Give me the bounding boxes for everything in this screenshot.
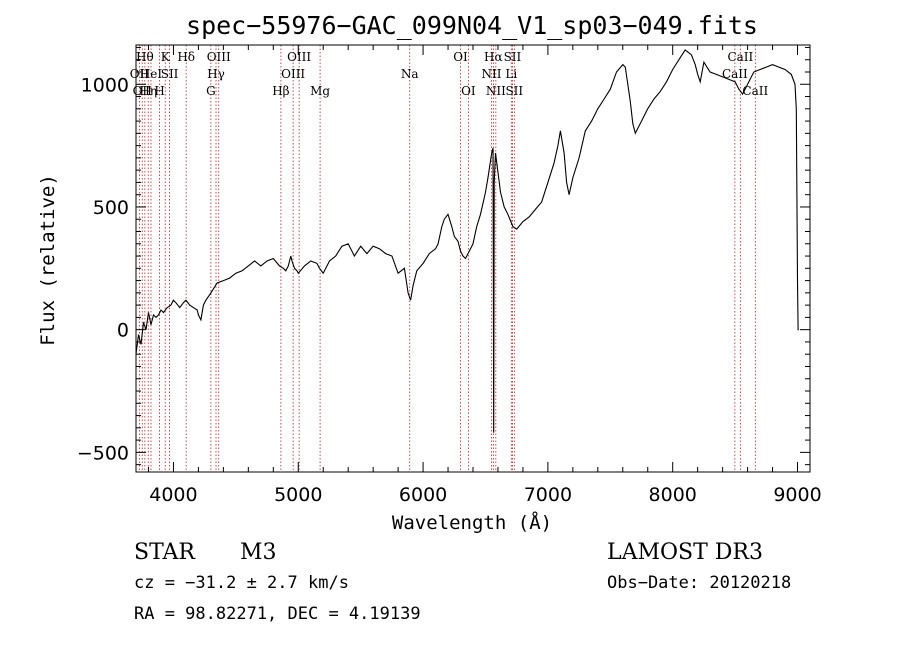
marker-label: Hη bbox=[139, 84, 157, 98]
marker-label: G bbox=[206, 84, 216, 98]
plot-frame bbox=[135, 44, 811, 473]
y-axis: −500 0 500 1000 bbox=[77, 46, 810, 466]
obs-date: Obs−Date: 20120218 bbox=[607, 573, 791, 593]
marker-label: Hθ bbox=[136, 50, 154, 64]
info-panel: STAR M3 LAMOST DR3 cz = −31.2 ± 2.7 km/s… bbox=[134, 540, 791, 624]
marker-label: SII bbox=[505, 84, 523, 98]
marker-label: SII bbox=[161, 67, 179, 81]
x-tick-label: 4000 bbox=[149, 484, 197, 506]
redshift-text: cz = −31.2 ± 2.7 km/s bbox=[134, 573, 349, 593]
marker-label: K bbox=[161, 50, 171, 64]
chart-title: spec−55976−GAC_099N04_V1_sp03−049.fits bbox=[186, 11, 758, 40]
spectrum-line bbox=[135, 49, 799, 433]
y-tick-label: −500 bbox=[77, 442, 129, 464]
marker-label: NII bbox=[486, 84, 506, 98]
x-axis: 4000 5000 6000 7000 8000 9000 bbox=[147, 45, 822, 506]
emission-line-markers bbox=[138, 45, 756, 472]
marker-label: SII bbox=[504, 50, 522, 64]
y-tick-label: 0 bbox=[117, 320, 129, 342]
emission-line-labels: OII OII Hθ Hη HeI H K SII Hδ G Hγ OIII Hβ OIII OIII Mg N… bbox=[130, 50, 769, 98]
marker-label: OII bbox=[133, 84, 153, 98]
marker-label: OIII bbox=[287, 50, 311, 64]
y-tick-label: 500 bbox=[93, 197, 129, 219]
object-subclass: M3 bbox=[240, 540, 277, 565]
x-axis-label: Wavelength (Å) bbox=[392, 511, 552, 534]
x-tick-label: 6000 bbox=[399, 484, 447, 506]
marker-label: Mg bbox=[310, 84, 330, 98]
marker-label: Hβ bbox=[272, 84, 289, 98]
coordinates: RA = 98.82271, DEC = 4.19139 bbox=[134, 604, 421, 624]
marker-label: CaII bbox=[742, 84, 768, 98]
marker-label: Hδ bbox=[177, 50, 195, 64]
marker-label: Li bbox=[505, 67, 517, 81]
survey-name: LAMOST DR3 bbox=[607, 540, 763, 565]
marker-label: Hγ bbox=[207, 67, 225, 81]
marker-label: CaII bbox=[727, 50, 753, 64]
marker-label: OII bbox=[130, 67, 150, 81]
x-tick-label: 5000 bbox=[274, 484, 322, 506]
marker-label: Hα bbox=[484, 50, 503, 64]
x-tick-label: 8000 bbox=[649, 484, 697, 506]
marker-label: HeI bbox=[140, 67, 163, 81]
marker-label: CaII bbox=[722, 67, 748, 81]
marker-label: OIII bbox=[207, 50, 231, 64]
y-axis-label: Flux (relative) bbox=[37, 174, 59, 346]
object-class: STAR bbox=[134, 540, 196, 565]
y-tick-label: 1000 bbox=[81, 74, 129, 96]
marker-label: OI bbox=[453, 50, 468, 64]
marker-label: OI bbox=[461, 84, 476, 98]
x-tick-label: 9000 bbox=[773, 484, 821, 506]
marker-label: H bbox=[154, 84, 164, 98]
marker-label: NII bbox=[481, 67, 501, 81]
marker-label: Na bbox=[401, 67, 419, 81]
marker-label: OIII bbox=[281, 67, 305, 81]
x-tick-label: 7000 bbox=[524, 484, 572, 506]
